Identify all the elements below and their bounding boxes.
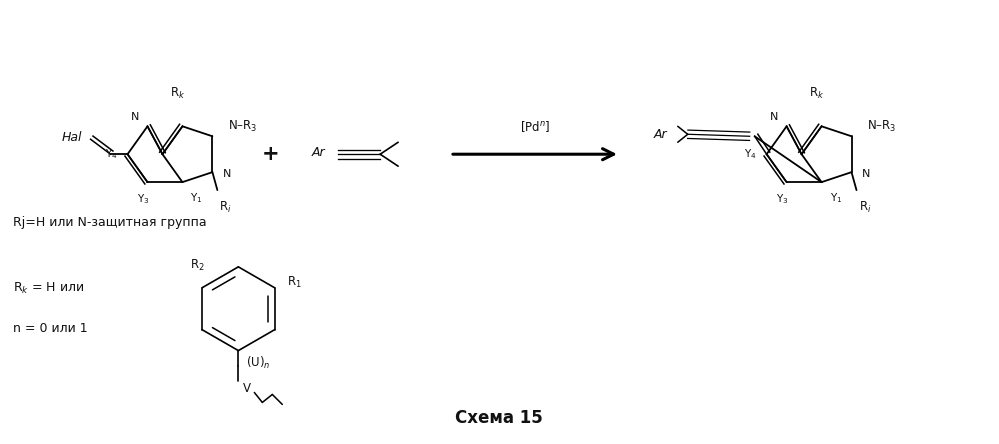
Text: Y$_3$: Y$_3$ xyxy=(776,192,789,206)
Text: Y$_1$: Y$_1$ xyxy=(191,191,203,205)
Text: R$_k$ = Н или: R$_k$ = Н или xyxy=(13,281,84,296)
Text: Схема 15: Схема 15 xyxy=(456,409,542,428)
Text: R$_1$: R$_1$ xyxy=(287,275,302,290)
Text: +: + xyxy=(262,144,279,164)
Text: N: N xyxy=(861,169,870,179)
Text: [Pd$^{n}$]: [Pd$^{n}$] xyxy=(519,119,550,134)
Text: n = 0 или 1: n = 0 или 1 xyxy=(13,322,87,335)
Text: (U)$_n$: (U)$_n$ xyxy=(247,354,271,371)
Text: N: N xyxy=(223,169,231,179)
Text: N: N xyxy=(770,112,778,122)
Text: Hal: Hal xyxy=(62,131,83,144)
Text: Rj=H или N-защитная группа: Rj=H или N-защитная группа xyxy=(13,215,207,229)
Text: Ar: Ar xyxy=(654,128,667,141)
Text: R$_i$: R$_i$ xyxy=(858,200,871,215)
Text: Y$_3$: Y$_3$ xyxy=(137,192,150,206)
Text: V: V xyxy=(244,382,252,395)
Text: R$_i$: R$_i$ xyxy=(220,200,232,215)
Text: Ar: Ar xyxy=(312,146,325,159)
Text: N–R$_3$: N–R$_3$ xyxy=(867,119,897,134)
Text: R$_k$: R$_k$ xyxy=(809,86,824,101)
Text: R$_2$: R$_2$ xyxy=(190,258,205,273)
Text: Y$_4$: Y$_4$ xyxy=(744,147,756,161)
Text: N–R$_3$: N–R$_3$ xyxy=(229,119,258,134)
Text: Y$_4$: Y$_4$ xyxy=(105,147,118,161)
Text: R$_k$: R$_k$ xyxy=(170,86,185,101)
Text: Y$_1$: Y$_1$ xyxy=(829,191,842,205)
Text: N: N xyxy=(131,112,140,122)
